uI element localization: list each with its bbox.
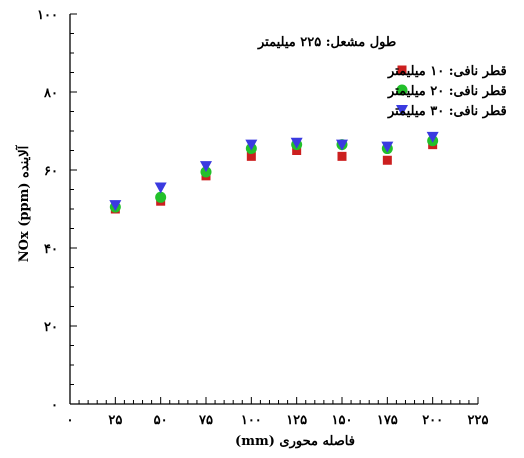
data-point-series-1: [246, 151, 256, 161]
x-tick-label: ۲۵: [108, 413, 122, 428]
x-tick-label: ۷۵: [198, 413, 213, 428]
y-tick-label: ۲۰: [44, 320, 58, 335]
legend-label-series-3: قطر نافی: ۳۰ میلیمتر: [387, 104, 507, 119]
x-tick-label: ۱۵۰: [332, 413, 353, 428]
data-point-series-3: [200, 161, 212, 173]
data-point-series-1: [337, 151, 347, 161]
x-tick-label: ۰: [67, 413, 74, 428]
y-tick-label: ۰: [51, 398, 58, 413]
data-point-series-3: [154, 182, 167, 194]
y-tick-label: ۸۰: [43, 86, 58, 101]
x-tick-label: ۱۰۰: [241, 413, 262, 428]
y-axis-label: آلاینده NOx (ppm): [15, 144, 32, 262]
x-tick-label: ۱۷۵: [377, 413, 398, 428]
x-tick-label: ۲۲۵: [468, 413, 489, 428]
legend-marker-series-3: [396, 105, 408, 116]
data-point-series-3: [336, 139, 348, 151]
data-point-series-3: [426, 131, 439, 143]
data-point-series-1: [382, 155, 392, 165]
legend: قطر نافی: ۱۰ میلیمتر قطر نافی: ۲۰ میلیمتر…: [387, 64, 507, 119]
data-point-series-3: [245, 139, 258, 151]
x-tick-label: ۱۲۵: [286, 413, 307, 428]
x-tick-label: ۵۰: [154, 413, 168, 428]
legend-label-series-2: قطر نافی: ۲۰ میلیمتر: [387, 84, 507, 99]
tick-marks: ۰ ۲۵ ۵۰ ۷۵ ۱۰۰ ۱۲۵ ۱۵۰ ۱۷۵ ۲۰۰ ۲۲۵ ۰ ۲۰ ۴۰ ۶۰ ۸۰ ۱۰۰: [37, 8, 488, 428]
y-tick-label: ۴۰: [44, 242, 58, 257]
y-tick-label: ۶۰: [44, 164, 58, 179]
data-point-series-3: [381, 141, 394, 153]
x-axis-label: فاصله محوری (mm): [235, 434, 355, 449]
data-point-series-3: [290, 137, 303, 149]
x-tick-label: ۲۰۰: [422, 413, 443, 428]
data-point-series-3: [109, 200, 122, 212]
data-point-series-1: [292, 146, 302, 155]
data-points: [109, 131, 439, 214]
chart-annotation: طول مشعل: ۲۲۵ میلیمتر: [257, 35, 396, 50]
legend-label-series-1: قطر نافی: ۱۰ میلیمتر: [387, 64, 507, 79]
y-tick-label: ۱۰۰: [37, 8, 58, 23]
legend-marker-series-1: [397, 65, 407, 75]
data-point-series-2: [155, 191, 167, 203]
legend-marker-series-2: [396, 84, 408, 96]
